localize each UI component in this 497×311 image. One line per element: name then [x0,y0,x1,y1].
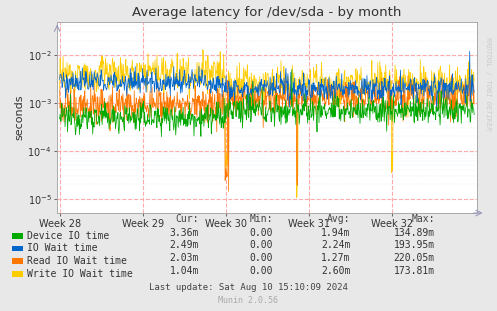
Text: Avg:: Avg: [327,214,350,224]
Title: Average latency for /dev/sda - by month: Average latency for /dev/sda - by month [132,6,402,19]
Text: 1.04m: 1.04m [169,266,199,276]
Text: Max:: Max: [412,214,435,224]
Text: IO Wait time: IO Wait time [27,244,98,253]
Text: Munin 2.0.56: Munin 2.0.56 [219,296,278,305]
Y-axis label: seconds: seconds [14,95,25,140]
Text: Last update: Sat Aug 10 15:10:09 2024: Last update: Sat Aug 10 15:10:09 2024 [149,283,348,292]
Text: 134.89m: 134.89m [394,228,435,238]
Text: 0.00: 0.00 [250,266,273,276]
Text: Min:: Min: [250,214,273,224]
Text: Device IO time: Device IO time [27,231,109,241]
Text: 2.03m: 2.03m [169,253,199,263]
Text: 193.95m: 193.95m [394,240,435,250]
Text: 2.24m: 2.24m [321,240,350,250]
Text: Cur:: Cur: [175,214,199,224]
Text: 220.05m: 220.05m [394,253,435,263]
Text: Write IO Wait time: Write IO Wait time [27,269,133,279]
Text: RRDTOOL / TOBI OETIKER: RRDTOOL / TOBI OETIKER [485,37,491,131]
Text: 3.36m: 3.36m [169,228,199,238]
Text: 2.49m: 2.49m [169,240,199,250]
Text: 1.27m: 1.27m [321,253,350,263]
Text: 0.00: 0.00 [250,253,273,263]
Text: 0.00: 0.00 [250,240,273,250]
Text: 2.60m: 2.60m [321,266,350,276]
Text: 0.00: 0.00 [250,228,273,238]
Text: 173.81m: 173.81m [394,266,435,276]
Text: 1.94m: 1.94m [321,228,350,238]
Text: Read IO Wait time: Read IO Wait time [27,256,127,266]
